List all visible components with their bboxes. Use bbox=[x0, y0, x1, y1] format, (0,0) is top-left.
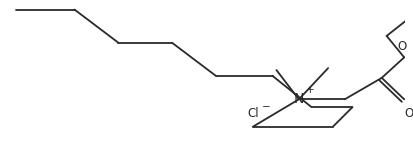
Text: O: O bbox=[396, 40, 406, 54]
Text: O: O bbox=[403, 107, 413, 120]
Text: N: N bbox=[293, 92, 303, 106]
Text: −: − bbox=[262, 102, 271, 112]
Text: +: + bbox=[306, 85, 314, 95]
Text: Cl: Cl bbox=[247, 107, 258, 120]
